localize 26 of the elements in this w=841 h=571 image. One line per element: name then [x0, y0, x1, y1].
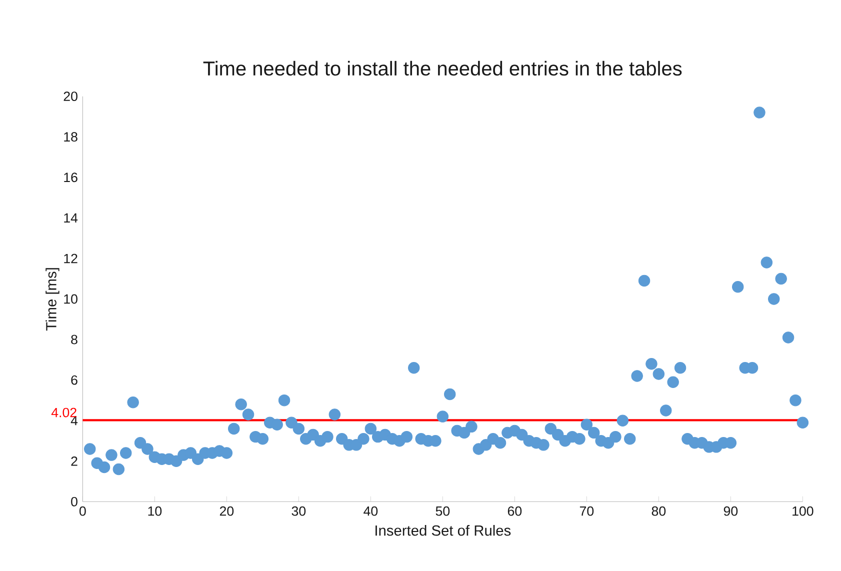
- x-tick-label: 20: [220, 506, 234, 516]
- y-tick-label: 18: [64, 132, 78, 142]
- x-tick-label: 70: [580, 506, 594, 516]
- y-tick-label: 6: [71, 375, 78, 385]
- y-tick-label: 8: [71, 334, 78, 344]
- y-axis-title: Time [ms]: [46, 268, 60, 331]
- y-tick-label: 14: [64, 213, 78, 223]
- x-tick-label: 30: [292, 506, 306, 516]
- y-tick-label: 12: [64, 254, 78, 264]
- x-axis-title: Inserted Set of Rules: [376, 524, 511, 536]
- x-tick-label: 10: [148, 506, 162, 516]
- y-tick-label: 20: [64, 92, 78, 102]
- chart-title: Time needed to install the needed entries in the tables: [203, 60, 682, 76]
- x-tick-label: 100: [792, 506, 814, 516]
- y-tick-label: 2: [71, 456, 78, 466]
- y-tick-label: 16: [64, 172, 78, 182]
- x-tick-label: 80: [652, 506, 666, 516]
- x-tick-label: 60: [508, 506, 522, 516]
- ref-line-label: 4.02: [51, 408, 76, 418]
- x-tick-label: 90: [724, 506, 738, 516]
- x-tick-label: 0: [79, 506, 86, 516]
- x-tick-label: 50: [436, 506, 450, 516]
- x-tick-label: 40: [364, 506, 378, 516]
- y-tick-label: 10: [64, 294, 78, 304]
- y-tick-label: 0: [71, 496, 78, 506]
- y-tick-label: 4: [70, 416, 78, 426]
